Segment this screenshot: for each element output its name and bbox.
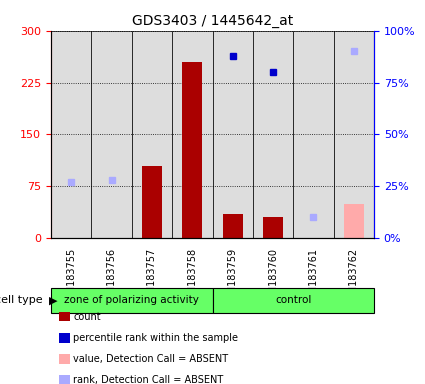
Bar (182, 62, 202, 238)
Bar (132, 31, 172, 238)
Bar (172, 31, 212, 238)
Bar (253, 31, 293, 238)
Text: ▶: ▶ (49, 295, 57, 306)
Bar (223, 214, 243, 238)
Bar (51, 31, 91, 238)
Text: cell type: cell type (0, 295, 42, 306)
Title: GDS3403 / 1445642_at: GDS3403 / 1445642_at (132, 14, 293, 28)
Bar (293, 31, 334, 238)
Bar (91, 31, 132, 238)
Bar (344, 204, 364, 238)
Text: control: control (275, 295, 312, 306)
Bar (263, 217, 283, 238)
Bar (212, 31, 253, 238)
Bar (142, 166, 162, 238)
Text: zone of polarizing activity: zone of polarizing activity (64, 295, 199, 306)
Bar (334, 31, 374, 238)
Text: value, Detection Call = ABSENT: value, Detection Call = ABSENT (73, 354, 228, 364)
Text: count: count (73, 312, 101, 322)
Text: percentile rank within the sample: percentile rank within the sample (73, 333, 238, 343)
Text: rank, Detection Call = ABSENT: rank, Detection Call = ABSENT (73, 375, 224, 384)
